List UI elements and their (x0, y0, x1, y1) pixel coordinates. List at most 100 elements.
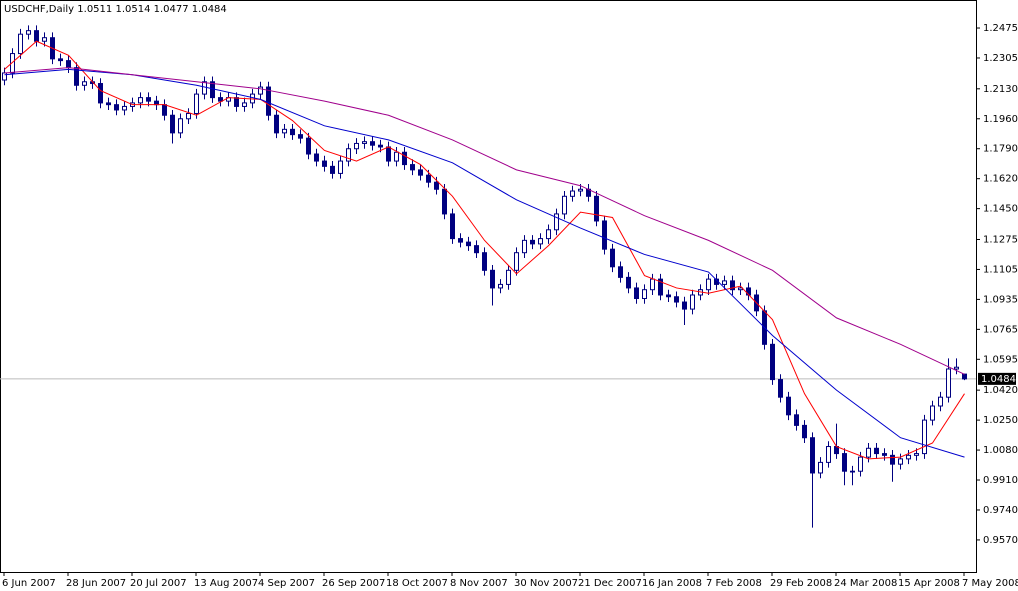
y-tick-label: 1.0935 (983, 294, 1018, 305)
x-tick-label: 4 Sep 2007 (258, 578, 315, 589)
candle-body (322, 160, 327, 167)
x-tick-label: 15 Apr 2008 (898, 578, 960, 589)
y-tick-label: 1.1960 (983, 114, 1018, 125)
candle-body (826, 446, 831, 463)
candle-body (850, 470, 855, 473)
y-tick-label: 0.9910 (983, 475, 1018, 486)
candle-body (626, 276, 631, 289)
y-tick-label: 1.0080 (983, 445, 1018, 456)
candle-body (570, 190, 575, 197)
y-tick-label: 1.0765 (983, 324, 1018, 335)
candle-body (874, 447, 879, 455)
candle-body (562, 195, 567, 215)
candle-body (930, 405, 935, 421)
candle-body (314, 153, 319, 162)
candle-body (802, 424, 807, 439)
y-tick-label: 0.9570 (983, 535, 1018, 546)
x-tick-label: 7 May 2008 (962, 578, 1018, 589)
candle-body (410, 164, 415, 171)
candle-body (922, 419, 927, 455)
candle-body (474, 245, 479, 254)
candle-body (794, 414, 799, 426)
candle-body (330, 165, 335, 174)
candle-body (418, 169, 423, 176)
y-tick-label: 1.1275 (983, 234, 1018, 245)
candle-body (10, 53, 15, 74)
y-tick-label: 1.2475 (983, 23, 1018, 34)
candle-body (506, 269, 511, 285)
candle-body (58, 58, 63, 62)
candle-body (378, 144, 383, 148)
y-tick-label: 1.1105 (983, 264, 1018, 275)
candle-body (402, 151, 407, 166)
candle-body (890, 454, 895, 465)
candle-body (466, 241, 471, 247)
candle-body (274, 114, 279, 134)
candle-body (954, 366, 959, 370)
candle-body (434, 181, 439, 190)
candle-body (602, 220, 607, 250)
candle-body (306, 137, 311, 155)
candle-body (690, 294, 695, 310)
candle-body (546, 229, 551, 240)
candle-body (338, 160, 343, 174)
candle-body (106, 102, 111, 106)
candle-body (2, 72, 7, 81)
candle-body (162, 104, 167, 116)
chart-title: USDCHF,Daily 1.0511 1.0514 1.0477 1.0484 (4, 4, 227, 15)
y-tick-label: 1.2130 (983, 84, 1018, 95)
candle-body (882, 453, 887, 456)
candle-body (490, 269, 495, 289)
candle-body (898, 458, 903, 465)
candle-body (450, 213, 455, 240)
y-tick-label: 1.0420 (983, 385, 1018, 396)
x-tick-label: 13 Aug 2007 (194, 578, 258, 589)
candle-body (362, 141, 367, 144)
candle-body (666, 294, 671, 298)
candle-body (234, 97, 239, 107)
x-tick-label: 28 Jun 2007 (66, 578, 126, 589)
candle-body (634, 287, 639, 300)
candle-body (578, 188, 583, 192)
candle-body (962, 373, 967, 380)
last-price-box (978, 372, 1016, 385)
candle-body (74, 67, 79, 86)
y-tick-label: 1.0595 (983, 354, 1018, 365)
candle-body (650, 278, 655, 291)
ma-line (4, 40, 965, 460)
x-tick-label: 7 Feb 2008 (706, 578, 762, 589)
candle-body (554, 213, 559, 231)
candle-body (938, 396, 943, 407)
y-tick-label: 1.1450 (983, 204, 1018, 215)
candle-body (282, 128, 287, 134)
candle-body (618, 266, 623, 278)
y-tick-label: 1.1620 (983, 174, 1018, 185)
candle-body (194, 93, 199, 114)
candle-body (178, 118, 183, 134)
candle-body (642, 289, 647, 300)
candle-body (786, 396, 791, 416)
y-tick-label: 1.1790 (983, 144, 1018, 155)
x-tick-label: 24 Mar 2008 (834, 578, 897, 589)
x-tick-label: 8 Nov 2007 (450, 578, 508, 589)
candle-body (34, 30, 39, 42)
candle-body (386, 146, 391, 162)
candle-body (946, 368, 951, 398)
candle-body (498, 283, 503, 289)
y-tick-label: 1.2305 (983, 53, 1018, 64)
candle-body (258, 86, 263, 95)
ma-line (4, 67, 965, 375)
candle-body (138, 97, 143, 104)
candle-body (778, 379, 783, 398)
candle-body (266, 86, 271, 116)
candle-body (170, 114, 175, 134)
candle-body (202, 81, 207, 95)
x-tick-label: 26 Sep 2007 (322, 578, 385, 589)
candle-body (82, 81, 87, 86)
candle-body (18, 33, 23, 55)
candle-body (218, 97, 223, 102)
candle-body (186, 112, 191, 120)
last-price-label: 1.0484 (981, 374, 1016, 385)
candle-body (394, 151, 399, 162)
